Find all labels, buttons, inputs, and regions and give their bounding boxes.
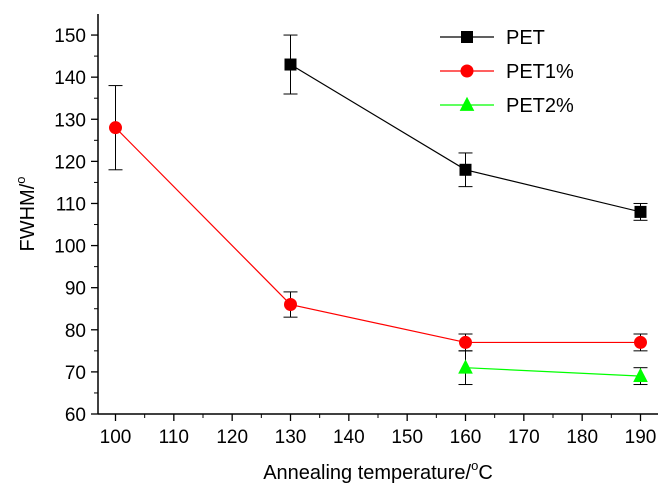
data-point: [458, 359, 473, 374]
y-tick-label: 120: [54, 152, 86, 173]
data-point: [284, 58, 297, 71]
legend-label: PET2%: [506, 95, 574, 117]
y-tick-label: 130: [54, 110, 86, 131]
data-point: [459, 163, 472, 176]
series-line: [115, 127, 641, 344]
y-tick-label: 110: [56, 194, 86, 215]
y-tick-label: 80: [65, 321, 86, 342]
y-axis-title: FWHM/o: [13, 177, 39, 252]
series-layer: [108, 34, 648, 386]
y-tick-label: 150: [54, 26, 86, 47]
legend-marker: [459, 96, 475, 111]
series-line: [290, 64, 641, 213]
x-tick-label: 180: [566, 427, 598, 448]
x-tick-label: 190: [625, 427, 657, 448]
x-tick-label: 150: [391, 427, 423, 448]
y-tick-label: 100: [54, 237, 86, 258]
data-point: [634, 205, 647, 218]
y-tick-label: 90: [65, 279, 86, 300]
x-tick-label: 170: [508, 427, 540, 448]
legend-marker: [460, 64, 474, 78]
series-line: [465, 367, 641, 377]
data-point: [633, 367, 648, 383]
x-tick-label: 120: [216, 427, 248, 448]
legend-marker: [461, 31, 473, 43]
series-pet2: [458, 350, 648, 386]
plot-area: 100 110 120 130 140 150 160 170 180 190 60 70 80 90 10…: [54, 14, 658, 448]
legend-label: PET: [506, 27, 545, 49]
x-tick-label: 110: [159, 427, 189, 448]
x-axis-title: Annealing temperature/oC: [263, 458, 493, 484]
legend-item: PET: [440, 27, 545, 49]
legend-label: PET1%: [506, 61, 574, 83]
axis-titles: Annealing temperature/oC FWHM/o: [13, 177, 493, 485]
series-pet: [283, 34, 648, 221]
x-tick-label: 140: [333, 427, 365, 448]
x-tick-label: 130: [275, 427, 307, 448]
x-tick-label: 100: [100, 427, 132, 448]
x-tick-label: 160: [450, 427, 482, 448]
series-pet1: [108, 85, 648, 352]
legend-item: PET1%: [440, 61, 574, 83]
y-tick-label: 140: [54, 68, 86, 89]
legend-item: PET2%: [440, 95, 574, 117]
y-tick-label: 70: [65, 363, 86, 384]
data-point: [634, 335, 647, 349]
data-point: [459, 335, 472, 349]
y-tick-label: 60: [65, 405, 86, 426]
legend: PET PET1% PET2%: [440, 27, 574, 117]
data-point: [284, 298, 297, 312]
data-point: [109, 121, 122, 135]
